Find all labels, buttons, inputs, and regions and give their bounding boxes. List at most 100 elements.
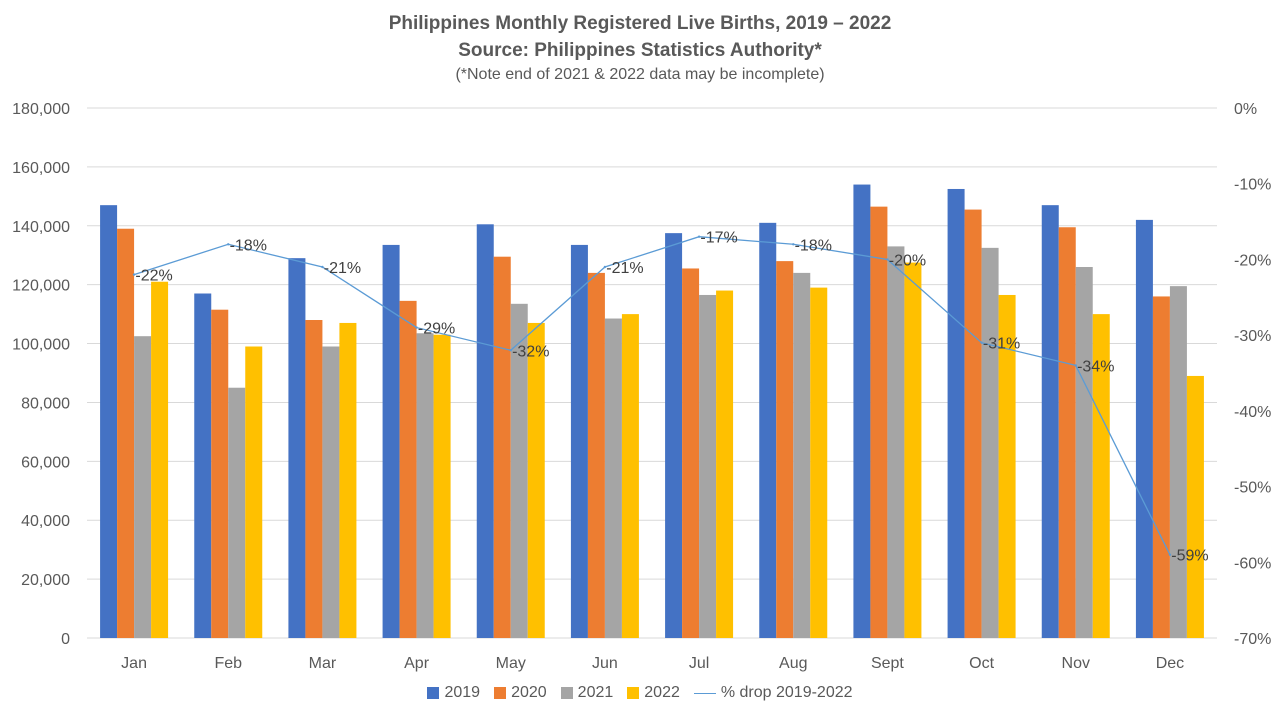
y-left-tick-label: 80,000 — [21, 395, 70, 412]
x-tick-label: Aug — [779, 655, 807, 672]
legend-label-2021: 2021 — [577, 684, 614, 701]
bar-2020-mar — [305, 320, 323, 638]
x-tick-label: Sept — [871, 655, 904, 672]
bar-2019-jul — [665, 233, 683, 638]
data-label-pct-drop: -18% — [230, 237, 267, 254]
bar-2021-aug — [793, 272, 811, 638]
point-pct-drop — [509, 349, 512, 352]
y-left-tick-label: 60,000 — [21, 454, 70, 471]
bar-2021-mar — [322, 346, 340, 638]
point-pct-drop — [1074, 364, 1077, 367]
chart-legend: 2019 2020 2021 2022 % drop 2019-2022 — [0, 684, 1280, 702]
chart-note: (*Note end of 2021 & 2022 data may be in… — [455, 66, 825, 83]
y-left-tick-label: 40,000 — [21, 513, 70, 530]
y-left-tick-label: 120,000 — [12, 278, 70, 295]
x-tick-label: May — [496, 655, 526, 672]
data-label-pct-drop: -21% — [324, 260, 361, 277]
point-pct-drop — [132, 273, 136, 276]
bar-2019-oct — [947, 188, 965, 638]
x-tick-label: Dec — [1156, 655, 1184, 672]
y-right-tick-label: -10% — [1234, 177, 1271, 194]
legend-label-pct-drop: % drop 2019-2022 — [720, 684, 853, 701]
point-pct-drop — [415, 326, 418, 329]
bar-2019-jan — [100, 205, 118, 638]
y-right-tick-label: -70% — [1234, 631, 1271, 648]
bar-2020-sept — [870, 206, 888, 638]
bar-2022-dec — [1186, 375, 1204, 638]
bar-2022-may — [527, 322, 545, 638]
data-label-pct-drop: -31% — [983, 336, 1020, 353]
y-left-tick-label: 140,000 — [12, 219, 70, 236]
point-pct-drop — [697, 235, 701, 238]
bar-2021-apr — [416, 333, 434, 638]
bar-2019-may — [476, 224, 494, 639]
chart-subtitle: Source: Philippines Statistics Authority… — [458, 40, 822, 61]
data-label-pct-drop: -22% — [135, 268, 172, 285]
bar-2019-mar — [288, 258, 306, 638]
bar-2019-jun — [570, 244, 588, 638]
bar-2022-jan — [151, 281, 169, 638]
bar-2020-aug — [776, 261, 794, 638]
y-right-tick-label: 0% — [1234, 101, 1257, 118]
point-pct-drop — [886, 258, 889, 261]
data-label-pct-drop: -17% — [700, 230, 737, 247]
legend-swatch-2021 — [560, 687, 573, 699]
bar-2021-jul — [699, 294, 717, 638]
bar-2022-jul — [716, 290, 734, 638]
y-right-tick-label: -60% — [1234, 555, 1271, 572]
bar-2019-sept — [853, 184, 871, 639]
bar-2021-jun — [604, 318, 622, 638]
x-tick-label: Jun — [592, 655, 618, 672]
x-tick-label: Nov — [1062, 655, 1090, 672]
bar-2019-nov — [1041, 205, 1059, 638]
legend-item-pct-drop: % drop 2019-2022 — [693, 684, 853, 702]
point-pct-drop — [792, 243, 795, 246]
bar-2021-feb — [228, 387, 246, 638]
bar-2022-mar — [339, 322, 357, 638]
bar-2021-may — [510, 303, 528, 638]
legend-swatch-2022 — [627, 687, 640, 699]
bar-2022-feb — [245, 346, 263, 638]
y-right-tick-label: -40% — [1234, 404, 1271, 421]
bar-2020-jun — [587, 272, 605, 638]
x-tick-label: Jan — [121, 655, 147, 672]
y-left-tick-label: 100,000 — [12, 337, 70, 354]
data-label-pct-drop: -29% — [418, 321, 455, 338]
legend-label-2020: 2020 — [511, 684, 547, 701]
bar-2022-oct — [998, 294, 1016, 638]
bar-2021-oct — [981, 247, 999, 638]
bar-2021-nov — [1075, 267, 1093, 638]
bar-2022-apr — [433, 334, 451, 638]
bar-2020-oct — [964, 209, 982, 639]
y-right-tick-label: -30% — [1234, 328, 1271, 345]
chart-title: Philippines Monthly Registered Live Birt… — [388, 13, 892, 34]
bar-2022-sept — [904, 262, 922, 638]
legend-item-2022: 2022 — [627, 684, 680, 702]
data-label-pct-drop: -32% — [512, 343, 549, 360]
y-right-tick-label: -50% — [1234, 480, 1271, 497]
bar-2020-jul — [682, 268, 700, 638]
y-left-tick-label: 160,000 — [12, 160, 70, 177]
bar-2021-jan — [134, 336, 152, 638]
bar-2020-dec — [1152, 296, 1170, 638]
bar-2019-feb — [194, 293, 212, 638]
y-right-tick-label: -20% — [1234, 252, 1271, 269]
bar-2019-apr — [382, 244, 400, 638]
x-tick-label: Oct — [969, 655, 994, 672]
data-label-pct-drop: -20% — [889, 252, 926, 269]
x-tick-label: Apr — [404, 655, 430, 672]
legend-item-2020: 2020 — [494, 684, 547, 702]
point-pct-drop — [980, 341, 983, 344]
bar-2019-aug — [759, 222, 777, 639]
y-left-tick-label: 0 — [61, 631, 70, 648]
bar-2022-nov — [1092, 314, 1110, 638]
legend-swatch-2019 — [427, 687, 440, 699]
bar-2020-jan — [117, 228, 135, 638]
y-left-tick-label: 20,000 — [21, 572, 70, 589]
legend-line-pct-drop — [693, 692, 716, 694]
legend-label-2019: 2019 — [444, 684, 481, 701]
bar-2020-nov — [1058, 227, 1076, 638]
legend-item-2021: 2021 — [560, 684, 614, 702]
legend-item-2019: 2019 — [427, 684, 480, 702]
